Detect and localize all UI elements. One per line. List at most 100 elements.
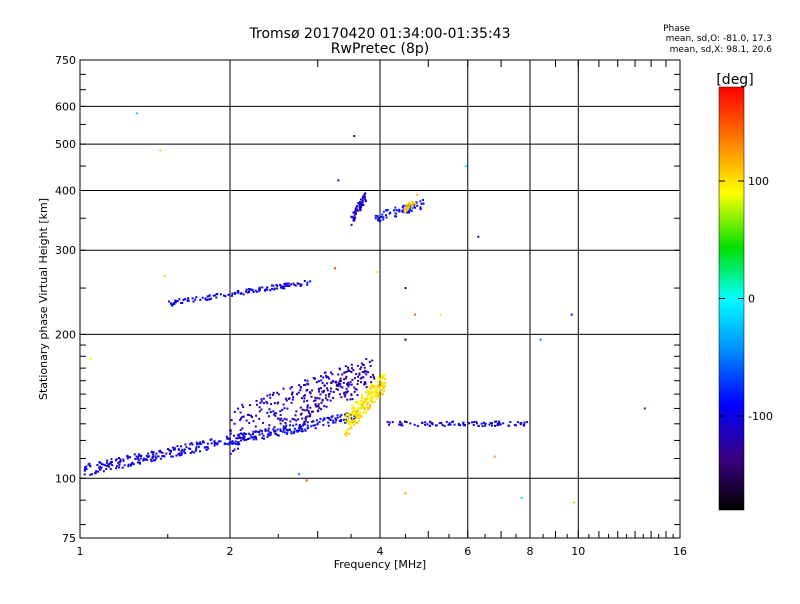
data-point <box>266 395 268 397</box>
data-point <box>405 206 407 208</box>
data-point <box>328 395 330 397</box>
data-point <box>362 197 364 199</box>
data-point <box>414 207 416 209</box>
data-point <box>99 466 101 468</box>
data-point <box>207 295 209 297</box>
data-point <box>366 386 368 388</box>
data-point <box>360 366 362 368</box>
data-point <box>298 427 300 429</box>
data-point <box>416 205 418 207</box>
data-point <box>452 421 454 423</box>
data-point <box>304 394 306 396</box>
data-point <box>219 440 221 442</box>
isolated-point <box>540 339 542 341</box>
data-point <box>340 420 342 422</box>
data-point <box>286 432 288 434</box>
data-point <box>169 453 171 455</box>
data-point <box>377 381 379 383</box>
data-point <box>361 400 363 402</box>
data-point <box>281 287 283 289</box>
data-point <box>365 397 367 399</box>
data-point <box>420 206 422 208</box>
data-point <box>118 462 120 464</box>
data-point <box>268 434 270 436</box>
data-point <box>111 461 113 463</box>
data-point <box>283 418 285 420</box>
data-point <box>323 417 325 419</box>
data-point <box>346 432 348 434</box>
data-point <box>394 212 396 214</box>
data-point <box>229 442 231 444</box>
data-point <box>380 216 382 218</box>
data-point <box>226 436 228 438</box>
data-point <box>303 421 305 423</box>
data-point <box>174 447 176 449</box>
data-point <box>119 459 121 461</box>
data-point <box>353 420 355 422</box>
data-point <box>406 210 408 212</box>
data-point <box>232 440 234 442</box>
data-point <box>526 421 528 423</box>
data-point <box>330 387 332 389</box>
data-point <box>393 209 395 211</box>
data-point <box>417 425 419 427</box>
data-point <box>252 436 254 438</box>
data-point <box>286 408 288 410</box>
data-point <box>496 424 498 426</box>
data-point <box>380 382 382 384</box>
data-point <box>95 470 97 472</box>
data-point <box>255 431 257 433</box>
data-point <box>127 465 129 467</box>
data-point <box>277 402 279 404</box>
data-point <box>100 468 102 470</box>
isolated-point <box>136 112 138 114</box>
data-point <box>378 395 380 397</box>
data-point <box>399 210 401 212</box>
data-point <box>255 415 257 417</box>
data-point <box>280 430 282 432</box>
data-point <box>348 423 350 425</box>
data-point <box>234 411 236 413</box>
ionogram-figure: 1 2 4 6 8 10 16 75 100 200 300 400 500 600 750 Frequen… <box>0 0 800 600</box>
data-point <box>328 378 330 380</box>
data-point <box>352 398 354 400</box>
data-point <box>320 375 322 377</box>
isolated-point <box>404 492 406 494</box>
data-point <box>168 300 170 302</box>
data-point <box>502 422 504 424</box>
data-point <box>140 457 142 459</box>
data-point <box>151 451 153 453</box>
data-point <box>361 377 363 379</box>
x-tick-label: 1 <box>77 545 84 558</box>
data-point <box>283 407 285 409</box>
data-point <box>384 377 386 379</box>
data-point <box>105 468 107 470</box>
data-point <box>458 424 460 426</box>
data-point <box>216 443 218 445</box>
data-point <box>246 420 248 422</box>
data-point <box>297 418 299 420</box>
data-point <box>187 297 189 299</box>
data-point <box>273 392 275 394</box>
data-point <box>473 424 475 426</box>
data-point <box>207 447 209 449</box>
data-point <box>382 375 384 377</box>
data-point <box>191 451 193 453</box>
data-point <box>308 412 310 414</box>
data-point <box>341 373 343 375</box>
data-point <box>263 402 265 404</box>
data-point <box>385 214 387 216</box>
data-point <box>373 376 375 378</box>
data-point <box>351 379 353 381</box>
data-point <box>339 393 341 395</box>
data-point <box>517 421 519 423</box>
data-point <box>377 384 379 386</box>
data-point <box>372 374 374 376</box>
data-point <box>351 367 353 369</box>
data-point <box>367 395 369 397</box>
data-point <box>301 397 303 399</box>
data-point <box>239 412 241 414</box>
data-point <box>268 408 270 410</box>
data-point <box>363 364 365 366</box>
data-point <box>126 455 128 457</box>
